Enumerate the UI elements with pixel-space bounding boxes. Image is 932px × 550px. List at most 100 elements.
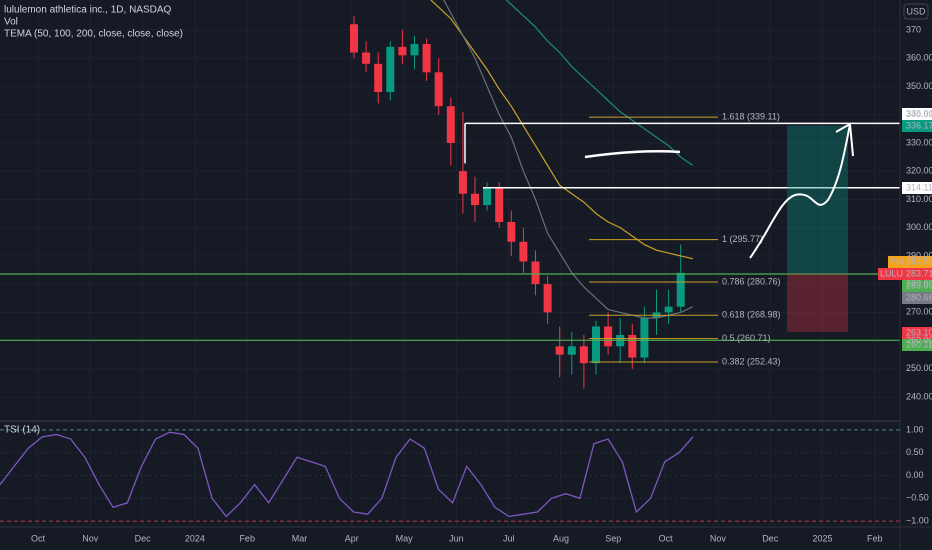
indicator-label: TEMA (50, 100, 200, close, close, close) [4, 29, 183, 40]
drawn-line [584, 150, 681, 159]
candle-body [374, 63, 383, 93]
x-tick-label: 2024 [185, 533, 205, 543]
price-tag [902, 120, 932, 132]
volume-label: Vol [4, 17, 18, 28]
fib-label: 1 (295.77) [722, 234, 763, 244]
price-tag [902, 268, 932, 280]
candle-body [543, 284, 552, 313]
x-tick-label: Dec [762, 533, 779, 543]
y-tick-label: 310.00 [906, 194, 932, 204]
symbol-tag [878, 268, 902, 280]
currency[interactable]: USD [906, 6, 926, 16]
currency-button[interactable] [903, 3, 929, 20]
fib-label: 0.618 (268.98) [722, 310, 781, 320]
price-tag [902, 256, 932, 268]
candle-body [567, 346, 576, 355]
candle-body [592, 326, 600, 364]
price-tag [902, 327, 932, 339]
candle-body [555, 346, 564, 355]
x-tick-label: 2025 [812, 533, 832, 543]
candle-body [386, 46, 395, 93]
x-tick-label: Feb [239, 533, 255, 543]
symbol-tag-label: Pre [890, 256, 904, 266]
x-tick-label: Sep [605, 533, 621, 543]
price-tag [902, 339, 932, 351]
price-tag [902, 182, 932, 194]
candle-body [507, 221, 516, 242]
candle-body [458, 171, 467, 194]
price-tag-label: 283.59 [906, 280, 932, 290]
price-tag [902, 280, 932, 292]
symbol-tag [888, 256, 902, 268]
fib-label: 0.382 (252.43) [722, 356, 781, 366]
fib-label: 0.786 (280.76) [722, 276, 781, 286]
y-tick-label: 250.00 [906, 363, 932, 373]
candle-body [664, 306, 673, 313]
x-tick-label: Dec [135, 533, 152, 543]
y-tick-label: 360.00 [906, 53, 932, 63]
price-tag-label: 336.17 [906, 120, 932, 130]
tsi-tick-label: 0.00 [906, 470, 924, 480]
price-tag-label: 336.91 [906, 108, 932, 118]
x-tick-label: Jun [449, 533, 464, 543]
tsi-tick-label: 0.50 [906, 447, 924, 457]
price-tag-label: 263.10 [906, 327, 932, 337]
x-tick-label: Jul [503, 533, 515, 543]
symbol-tag-label: LULU [880, 268, 903, 278]
target-zone [787, 125, 848, 274]
candle-body [483, 188, 492, 206]
plot: 1.618 (339.11) 1 (295.77) 0.786 (280.76) 0.… [0, 0, 900, 518]
tema-line [430, 0, 693, 260]
y-tick-label: 370 [906, 24, 921, 34]
y-tick-label: 300.00 [906, 222, 932, 232]
grid [0, 0, 900, 527]
candle-body [434, 72, 443, 107]
x-tick-label: May [396, 533, 414, 543]
x-tick-label: Nov [82, 533, 99, 543]
price-tag-label: 314.11 [906, 182, 932, 192]
candle-body [410, 44, 419, 56]
y-tick-label: 270.00 [906, 307, 932, 317]
price-tags: 336.91 336.17 314.11 284.56Pre283.71LULU283… [878, 108, 932, 351]
x-tick-label: Mar [292, 533, 308, 543]
y-tick-label: 280.00 [906, 279, 932, 289]
candle-body [628, 334, 637, 358]
tsi-tick-label: 1.00 [906, 424, 924, 434]
candle-body [495, 188, 504, 222]
candle-body [676, 272, 685, 307]
x-tick-label: Apr [345, 533, 359, 543]
y-tick-label: 330.00 [906, 137, 932, 147]
y-tick-label: 290.00 [906, 250, 932, 260]
symbol-title: lululemon athletica inc., 1D, NASDAQ [4, 5, 172, 16]
fib-label: 0.5 (260.71) [722, 333, 771, 343]
tsi-tick-label: −1.00 [906, 515, 929, 525]
y-tick-label: 320.00 [906, 166, 932, 176]
fib-label: 1.618 (339.11) [722, 112, 780, 122]
y-tick-label: 240.00 [906, 391, 932, 401]
y-tick-label: 260.00 [906, 335, 932, 345]
tema-line [443, 0, 694, 319]
candle-body [471, 193, 479, 206]
candle-body [422, 44, 431, 73]
candle-body [604, 326, 613, 347]
candle-body [531, 261, 540, 285]
x-tick-label: Oct [31, 533, 46, 543]
x-tick-label: Nov [710, 533, 727, 543]
candle-body [446, 106, 455, 143]
tsi-line [0, 431, 694, 518]
candle-body [640, 318, 649, 358]
tsi-tick-label: −0.50 [906, 493, 929, 503]
x-tick-label: Feb [867, 533, 883, 543]
price-tag-label: 283.71 [906, 268, 932, 278]
y-tick-label: 350.00 [906, 81, 932, 91]
y-tick-label: 340.00 [906, 109, 932, 119]
price-tag [902, 108, 932, 120]
candle-body [579, 346, 588, 364]
candle-body [350, 24, 358, 53]
candle-body [362, 52, 371, 64]
price-tag [902, 292, 932, 304]
x-tick-label: Oct [659, 533, 674, 543]
price-tag-label: 260.11 [906, 339, 932, 349]
